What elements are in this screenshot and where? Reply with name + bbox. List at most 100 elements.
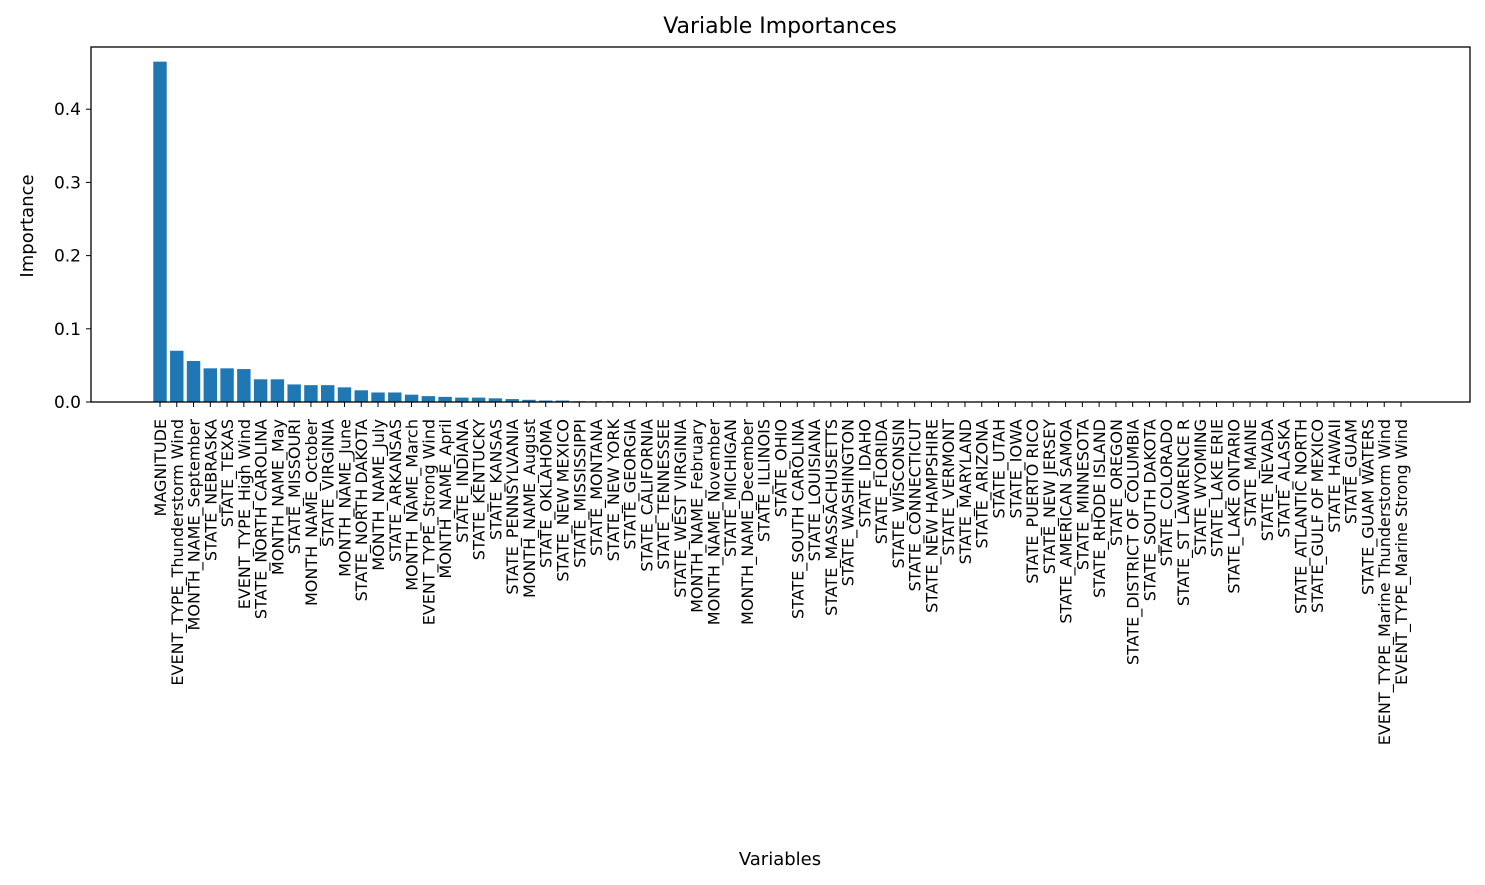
x-tick-label: STATE_LAKE ONTARIO [1224,419,1244,594]
x-tick-label: STATE_SOUTH CAROLINA [788,419,808,619]
x-tick-label: EVENT_TYPE_Strong Wind [419,419,439,625]
y-tick-label: 0.1 [54,320,81,340]
bar [438,396,452,402]
x-tick-label: STATE_ARIZONA [973,419,993,549]
x-tick-label: STATE_ILLINOIS [755,419,775,542]
y-axis-ticks: 0.0 0.1 0.2 0.3 0.4 [54,100,91,413]
x-tick-label: STATE_OREGON [1107,419,1127,546]
bar [371,392,385,402]
x-tick-label: STATE_DISTRICT OF COLUMBIA [1124,419,1144,665]
x-tick-label: MONTH_NAME_March [403,419,423,591]
plot-frame [90,46,1471,403]
bar [522,399,536,402]
x-tick-label: STATE_NEW MEXICO [553,419,573,582]
y-tick-label: 0.2 [54,247,81,267]
x-tick-label: STATE_GULF OF MEXICO [1308,419,1328,613]
x-tick-label: STATE_LAKE ERIE [1208,419,1228,557]
x-tick-label: MAGNITUDE [151,419,170,516]
x-tick-label: EVENT_TYPE_Marine Thunderstorm Wind [1375,419,1395,745]
bar [287,384,301,402]
chart-title: Variable Importances [663,14,897,39]
bar [270,379,285,402]
bar [555,400,570,402]
x-tick-label: STATE_WISCONSIN [889,419,909,569]
y-tick-label: 0.0 [54,393,81,413]
bar [186,361,201,402]
x-tick-label: STATE_GUAM [1342,419,1362,524]
x-tick-label: STATE_NORTH CAROLINA [252,419,272,619]
x-tick-label: STATE_MASSACHUSETTS [822,419,842,616]
bars-group [153,61,1106,402]
x-tick-label: STATE_HAWAII [1325,419,1345,533]
x-tick-label: STATE_KANSAS [486,419,506,540]
bar [404,394,419,402]
x-tick-label: STATE_LOUISIANA [805,419,825,561]
bar [170,350,184,402]
x-tick-label: STATE_CONNECTICUT [906,419,926,592]
x-tick-label: MONTH_NAME_April [436,419,456,579]
x-tick-label: STATE_PENNSYLVANIA [503,419,523,595]
bar [354,390,368,402]
x-tick-label: MONTH_NAME_December [738,419,758,625]
x-tick-label: STATE_NEVADA [1258,419,1278,541]
x-tick-label: STATE_GUAM WATERS [1358,419,1378,595]
x-tick-label: STATE_INDIANA [453,419,473,543]
x-tick-label: STATE_ALASKA [1275,419,1295,538]
x-tick-label: STATE_PUERTO RICO [1023,419,1043,584]
x-tick-label: STATE_GEORGIA [621,419,641,550]
x-tick-label: STATE_WASHINGTON [839,419,859,586]
x-tick-label: STATE_NEW YORK [604,418,624,561]
x-tick-label: STATE_UTAH [990,419,1010,519]
x-tick-label: STATE_ST LAWRENCE R [1174,419,1194,606]
x-tick-label: STATE_NEW HAMPSHIRE [922,419,942,613]
x-tick-label: MONTH_NAME_October [302,419,322,606]
x-tick-label: MONTH_NAME_June [335,419,355,577]
x-tick-label: MONTH_NAME_August [520,419,540,598]
x-tick-label: STATE_KENTUCKY [470,419,490,560]
x-tick-label: STATE_OHIO [772,419,792,517]
bar [388,392,402,402]
bar [304,385,318,402]
x-tick-label: STATE_MISSOURI [285,419,305,554]
x-tick-label: EVENT_TYPE_High Wind [235,419,255,609]
x-tick-label: MONTH_NAME_February [688,419,708,613]
bar [539,400,553,402]
y-tick-label: 0.3 [54,173,81,193]
x-tick-label: MONTH_NAME_November [704,419,724,626]
x-tick-label: STATE_SOUTH DAKOTA [1140,419,1160,601]
bar [320,385,335,402]
x-tick-label: STATE_MAINE [1241,419,1261,527]
x-tick-label: STATE_VIRGINIA [319,419,339,547]
x-tick-label: STATE_FLORIDA [872,419,892,544]
x-tick-label: STATE_MISSISSIPPI [570,419,590,568]
x-tick-label: MONTH_NAME_July [369,419,389,571]
bar [253,379,268,402]
x-tick-label: MONTH_NAME_May [268,419,288,575]
y-axis-label: Importance [17,174,38,277]
x-tick-label: STATE_TEXAS [218,419,238,527]
bar [203,368,218,402]
x-tick-label: STATE_WEST VIRGINIA [671,419,691,598]
x-tick-label: STATE_NEBRASKA [201,419,221,561]
x-tick-label: STATE_NEW JERSEY [1040,419,1060,574]
x-tick-label: EVENT_TYPE_Marine Strong Wind [1392,419,1412,685]
x-tick-label: STATE_TENNESSEE [654,419,674,570]
x-tick-label: STATE_RHODE ISLAND [1090,419,1110,598]
x-tick-label: STATE_MINNESOTA [1073,419,1093,570]
x-tick-label: STATE_MICHIGAN [721,419,741,557]
x-tick-label: STATE_NORTH DAKOTA [352,419,372,601]
x-tick-label: MONTH_NAME_September [185,419,205,631]
x-tick-label: STATE_AMERICAN SAMOA [1057,419,1077,624]
bar [505,399,519,402]
x-tick-label: STATE_IOWA [1006,419,1026,519]
x-tick-label: STATE_IDAHO [855,419,875,528]
x-tick-label: STATE_ARKANSAS [386,419,406,562]
bar [471,397,486,402]
x-tick-label: STATE_VERMONT [939,419,959,556]
x-tick-label: STATE_CALIFORNIA [637,419,657,572]
x-tick-label: STATE_OKLAHOMA [537,419,557,568]
bar [455,397,469,402]
x-axis-label: Variables [739,849,821,870]
bar [337,387,352,402]
